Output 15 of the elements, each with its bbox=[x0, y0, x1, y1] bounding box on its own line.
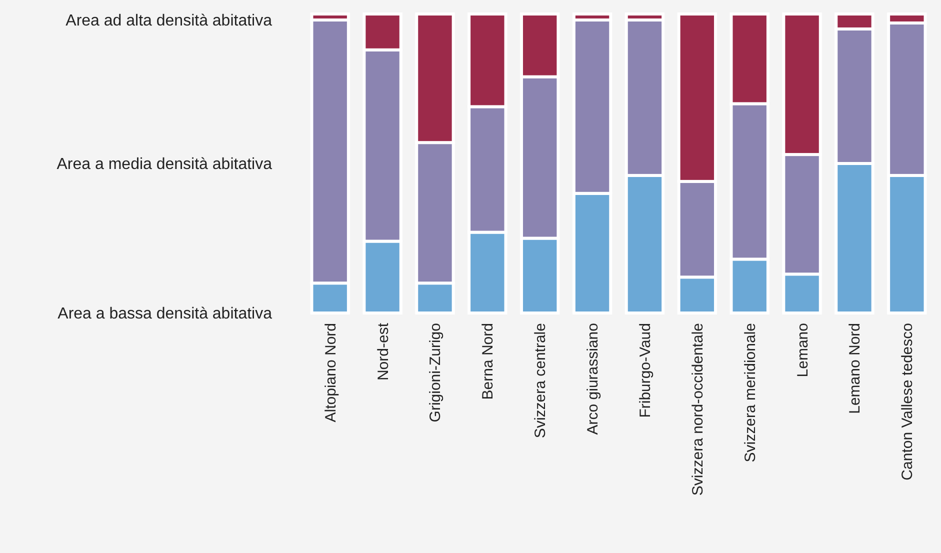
text: Area a bassa densità abitativa bbox=[58, 306, 272, 323]
x-tick-label: Svizzera nord-occidentale bbox=[689, 323, 706, 496]
x-tick-label: Canton Vallese tedesco bbox=[899, 323, 916, 480]
x-tick-label: Arco giurassiano bbox=[584, 323, 602, 435]
text: Area ad alta densità abitativa bbox=[66, 12, 272, 30]
x-tick-label: Nord-est bbox=[374, 322, 392, 381]
x-tick-label: Grigioni-Zurigo bbox=[427, 323, 444, 422]
x-tick-label: Friburgo-Vaud bbox=[636, 323, 654, 418]
x-tick-label: Berna Nord bbox=[480, 323, 497, 400]
x-tick-label: Altopiano Nord bbox=[322, 323, 340, 422]
x-tick-label: Svizzera meridionale bbox=[742, 323, 759, 462]
x-tick-label: Lemano Nord bbox=[846, 323, 864, 414]
text: Area a media densità abitativa bbox=[56, 156, 272, 174]
x-tick-label: Svizzera centrale bbox=[532, 323, 550, 438]
x-tick-label: Lemano bbox=[794, 323, 812, 378]
